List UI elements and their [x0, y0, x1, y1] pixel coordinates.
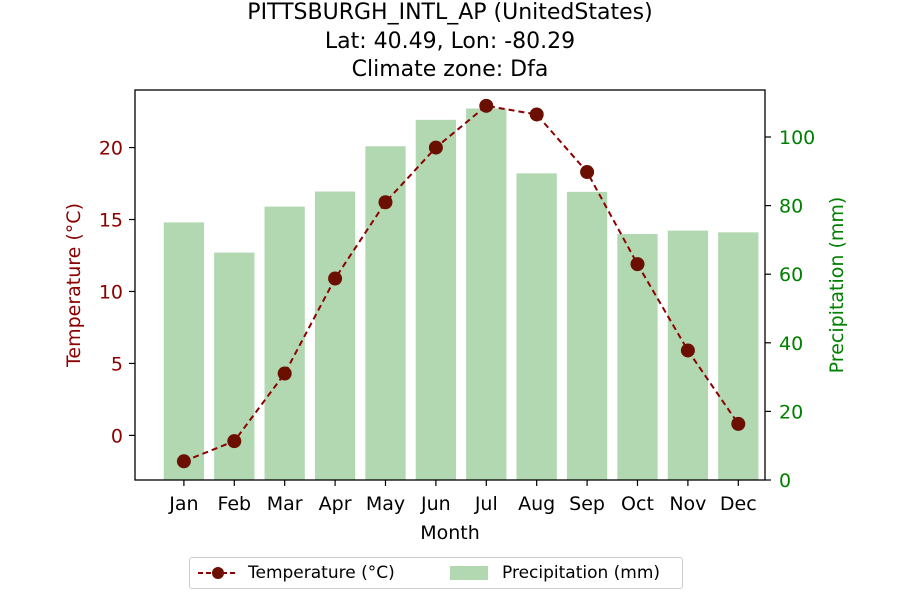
- left-tick-label-15: 15: [99, 210, 123, 232]
- chart-title-line-1: PITTSBURGH_INTL_AP (UnitedStates): [247, 0, 653, 25]
- chart-title-line-2: Lat: 40.49, Lon: -80.29: [324, 29, 576, 54]
- x-tick-label-dec: Dec: [720, 493, 757, 515]
- temperature-point-may: [378, 195, 393, 210]
- left-axis-label: Temperature (°C): [63, 203, 85, 368]
- precipitation-bar-jul: [466, 108, 507, 480]
- legend-label-temperature: Temperature (°C): [248, 563, 395, 583]
- precipitation-bar-jan: [163, 222, 205, 480]
- temperature-point-feb: [227, 434, 242, 449]
- temperature-point-sep: [580, 165, 595, 180]
- left-tick-label-0: 0: [111, 425, 123, 447]
- temperature-point-apr: [328, 271, 343, 286]
- x-axis-label: Month: [420, 522, 480, 544]
- plot-frame: [134, 89, 766, 481]
- chart-legend: Temperature (°C) Precipitation (mm): [189, 557, 683, 589]
- temperature-point-oct: [630, 257, 645, 272]
- right-tick-label-20: 20: [779, 401, 803, 423]
- precipitation-bar-jun: [415, 119, 457, 481]
- x-tick-label-apr: Apr: [319, 493, 352, 515]
- precipitation-bar-apr: [314, 191, 356, 481]
- x-tick-label-may: May: [366, 493, 405, 515]
- temperature-point-nov: [680, 343, 695, 358]
- chart-title-line-3: Climate zone: Dfa: [351, 57, 549, 82]
- temperature-point-jan: [176, 454, 191, 469]
- x-tick-label-aug: Aug: [518, 493, 555, 515]
- precipitation-bar-mar: [264, 206, 305, 481]
- precipitation-bar-dec: [718, 232, 759, 480]
- x-tick-label-mar: Mar: [267, 493, 303, 515]
- left-tick-label-10: 10: [99, 281, 123, 303]
- precipitation-bar-aug: [516, 173, 557, 480]
- x-tick-label-nov: Nov: [669, 493, 706, 515]
- temperature-point-mar: [277, 366, 292, 381]
- x-tick-label-sep: Sep: [569, 493, 605, 515]
- right-tick-label-80: 80: [779, 196, 803, 218]
- precipitation-bar-sep: [566, 191, 608, 480]
- legend-label-precipitation: Precipitation (mm): [502, 563, 661, 583]
- right-tick-label-0: 0: [779, 470, 791, 492]
- legend-item-precipitation: Precipitation (mm): [450, 558, 660, 588]
- right-tick-label-60: 60: [779, 264, 803, 286]
- temperature-line: [183, 104, 740, 463]
- legend-item-temperature: Temperature (°C): [198, 558, 395, 588]
- x-tick-label-feb: Feb: [217, 493, 251, 515]
- legend-swatch-precipitation: [450, 566, 488, 580]
- x-tick-label-jun: Jun: [420, 493, 451, 515]
- right-axis-label: Precipitation (mm): [826, 197, 848, 374]
- left-tick-label-5: 5: [111, 353, 123, 375]
- precipitation-bar-oct: [617, 234, 658, 480]
- left-tick-label-20: 20: [99, 138, 123, 160]
- x-tick-label-jan: Jan: [168, 493, 198, 515]
- right-tick-label-100: 100: [779, 127, 815, 149]
- x-tick-label-jul: Jul: [474, 493, 498, 515]
- temperature-point-dec: [731, 416, 746, 431]
- temperature-point-aug: [529, 107, 544, 122]
- legend-swatch-temperature: [198, 563, 238, 583]
- right-tick-label-40: 40: [779, 333, 803, 355]
- x-tick-label-oct: Oct: [621, 493, 654, 515]
- temperature-point-jul: [479, 98, 494, 113]
- temperature-point-jun: [428, 140, 443, 155]
